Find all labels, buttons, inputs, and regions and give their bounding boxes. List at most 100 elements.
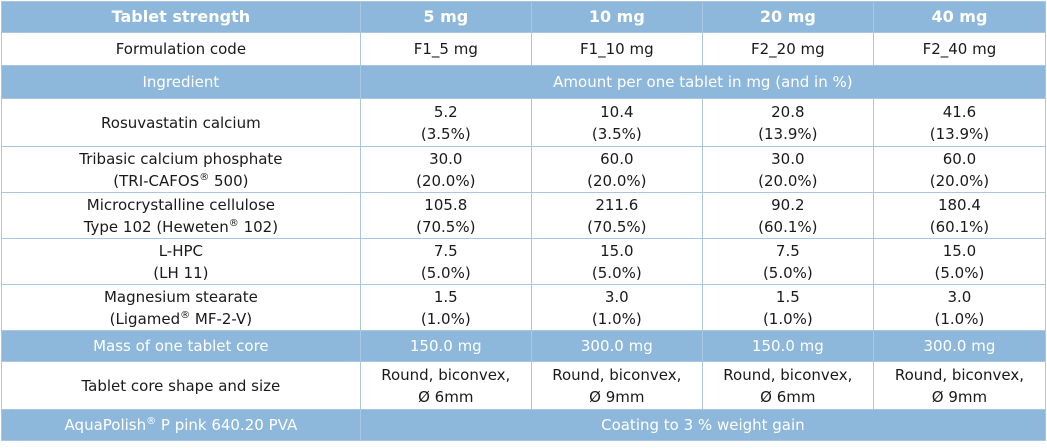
ingredient-name-line: (Ligamed® MF-2-V): [109, 309, 253, 328]
amount-pct: (5.0%): [591, 263, 642, 282]
ingredient-name-line: (TRI-CAFOS® 500): [113, 171, 249, 190]
shape-value: Round, biconvex, Ø 6mm: [701, 361, 874, 410]
amount-mg: 3.0: [604, 287, 629, 306]
ingredient-amount: 41.6 (13.9%): [872, 98, 1047, 147]
amount-pct: (70.5%): [587, 217, 647, 236]
ingredient-amount: 60.0 (20.0%): [530, 146, 703, 193]
ingredient-amount: 1.5 (1.0%): [359, 284, 532, 331]
amount-pct: (60.1%): [758, 217, 818, 236]
amount-pct: (5.0%): [420, 263, 471, 282]
amount-mg: 41.6: [942, 102, 977, 121]
amount-mg: 5.2: [433, 102, 458, 121]
amount-pct: (60.1%): [929, 217, 990, 236]
strength-10mg: 10 mg: [530, 1, 703, 33]
ingredient-amount: 1.5 (1.0%): [701, 284, 874, 331]
formulation-code-label: Formulation code: [1, 32, 361, 66]
mass-value: 300.0 mg: [530, 330, 703, 362]
ingredient-header-label: Ingredient: [1, 65, 361, 99]
ingredient-amount: 3.0 (1.0%): [872, 284, 1047, 331]
ingredient-amount: 7.5 (5.0%): [701, 238, 874, 285]
mass-value: 300.0 mg: [872, 330, 1047, 362]
ingredient-row: Magnesium stearate (Ligamed® MF-2-V) 1.5 (…: [1, 284, 1047, 331]
registered-mark: ®: [199, 171, 210, 183]
amount-pct: (1.0%): [420, 309, 471, 328]
amount-pct: (3.5%): [420, 124, 471, 143]
amount-pct: (5.0%): [762, 263, 813, 282]
ingredient-name: Rosuvastatin calcium: [1, 98, 361, 147]
ingredient-row: Rosuvastatin calcium 5.2 (3.5%) 10.4 (3.5%…: [1, 98, 1047, 147]
ingredient-name-line: Type 102 (Heweten® 102): [83, 217, 279, 236]
ingredient-name-line: Magnesium stearate: [103, 287, 258, 306]
amount-mg: 60.0: [942, 149, 977, 168]
ingredient-row: L-HPC (LH 11) 7.5 (5.0%) 15.0 (5.0%) 7.5 (5.…: [1, 238, 1047, 285]
ingredient-name-line: L-HPC: [158, 241, 204, 260]
ingredient-amount: 10.4 (3.5%): [530, 98, 703, 147]
ingredient-amount: 15.0 (5.0%): [530, 238, 703, 285]
amount-pct: (1.0%): [591, 309, 642, 328]
ingredient-amount: 180.4 (60.1%): [872, 192, 1047, 239]
ingredient-amount: 3.0 (1.0%): [530, 284, 703, 331]
amount-mg: 105.8: [424, 195, 468, 214]
amount-mg: 180.4: [937, 195, 981, 214]
ingredient-row: Microcrystalline cellulose Type 102 (Hewe…: [1, 192, 1047, 239]
registered-mark: ®: [180, 309, 191, 321]
strength-5mg: 5 mg: [359, 1, 532, 33]
amount-mg: 30.0: [771, 149, 805, 168]
amount-mg: 15.0: [600, 241, 634, 260]
formulation-code: F2_20 mg: [701, 32, 874, 66]
shape-row: Tablet core shape and size Round, biconv…: [1, 361, 1047, 410]
amount-pct: (13.9%): [758, 124, 818, 143]
amount-mg: 60.0: [600, 149, 634, 168]
strength-20mg: 20 mg: [701, 1, 874, 33]
ingredient-amount: 30.0 (20.0%): [359, 146, 532, 193]
mass-label: Mass of one tablet core: [1, 330, 361, 362]
ingredient-name: Tribasic calcium phosphate (TRI-CAFOS® 50…: [1, 146, 361, 193]
amount-mg: 90.2: [771, 195, 805, 214]
shape-value: Round, biconvex, Ø 9mm: [530, 361, 703, 410]
strength-header-label: Tablet strength: [1, 1, 361, 33]
ingredient-name-line: Rosuvastatin calcium: [101, 113, 261, 132]
formulation-code: F1_5 mg: [359, 32, 532, 66]
amount-pct: (13.9%): [929, 124, 990, 143]
ingredient-amount: 20.8 (13.9%): [701, 98, 874, 147]
ingredient-amount: 105.8 (70.5%): [359, 192, 532, 239]
ingredient-amount: 7.5 (5.0%): [359, 238, 532, 285]
amount-mg: 7.5: [433, 241, 458, 260]
amount-pct: (20.0%): [758, 171, 818, 190]
shape-value: Round, biconvex, Ø 9mm: [872, 361, 1047, 410]
amount-pct: (20.0%): [929, 171, 990, 190]
ingredient-header-row: Ingredient Amount per one tablet in mg (…: [1, 65, 1047, 99]
coating-value: Coating to 3 % weight gain: [359, 409, 1047, 441]
ingredient-amount: 211.6 (70.5%): [530, 192, 703, 239]
amount-pct: (5.0%): [934, 263, 985, 282]
formulation-code-row: Formulation code F1_5 mg F1_10 mg F2_20 …: [1, 32, 1047, 66]
amount-mg: 7.5: [775, 241, 800, 260]
amount-pct: (70.5%): [416, 217, 476, 236]
coating-row: AquaPolish® P pink 640.20 PVA Coating to…: [1, 409, 1047, 441]
amount-mg: 211.6: [595, 195, 639, 214]
amount-mg: 1.5: [433, 287, 458, 306]
amount-mg: 10.4: [600, 102, 634, 121]
amount-pct: (1.0%): [934, 309, 985, 328]
formulation-code: F2_40 mg: [872, 32, 1047, 66]
ingredient-name: Microcrystalline cellulose Type 102 (Hewe…: [1, 192, 361, 239]
ingredient-amount: 5.2 (3.5%): [359, 98, 532, 147]
registered-mark: ®: [228, 217, 239, 229]
strength-header-row: Tablet strength 5 mg 10 mg 20 mg 40 mg: [1, 1, 1047, 33]
coating-label: AquaPolish® P pink 640.20 PVA: [1, 409, 361, 441]
ingredient-name: L-HPC (LH 11): [1, 238, 361, 285]
shape-value: Round, biconvex, Ø 6mm: [359, 361, 532, 410]
ingredient-amount: 30.0 (20.0%): [701, 146, 874, 193]
ingredient-amount: 15.0 (5.0%): [872, 238, 1047, 285]
amount-mg: 3.0: [947, 287, 972, 306]
amount-pct: (20.0%): [587, 171, 647, 190]
ingredient-amount: 90.2 (60.1%): [701, 192, 874, 239]
strength-40mg: 40 mg: [872, 1, 1047, 33]
amount-pct: (3.5%): [591, 124, 642, 143]
shape-label: Tablet core shape and size: [1, 361, 361, 410]
registered-mark: ®: [146, 416, 157, 427]
amount-header-label: Amount per one tablet in mg (and in %): [359, 65, 1047, 99]
amount-pct: (1.0%): [762, 309, 813, 328]
amount-mg: 20.8: [771, 102, 805, 121]
